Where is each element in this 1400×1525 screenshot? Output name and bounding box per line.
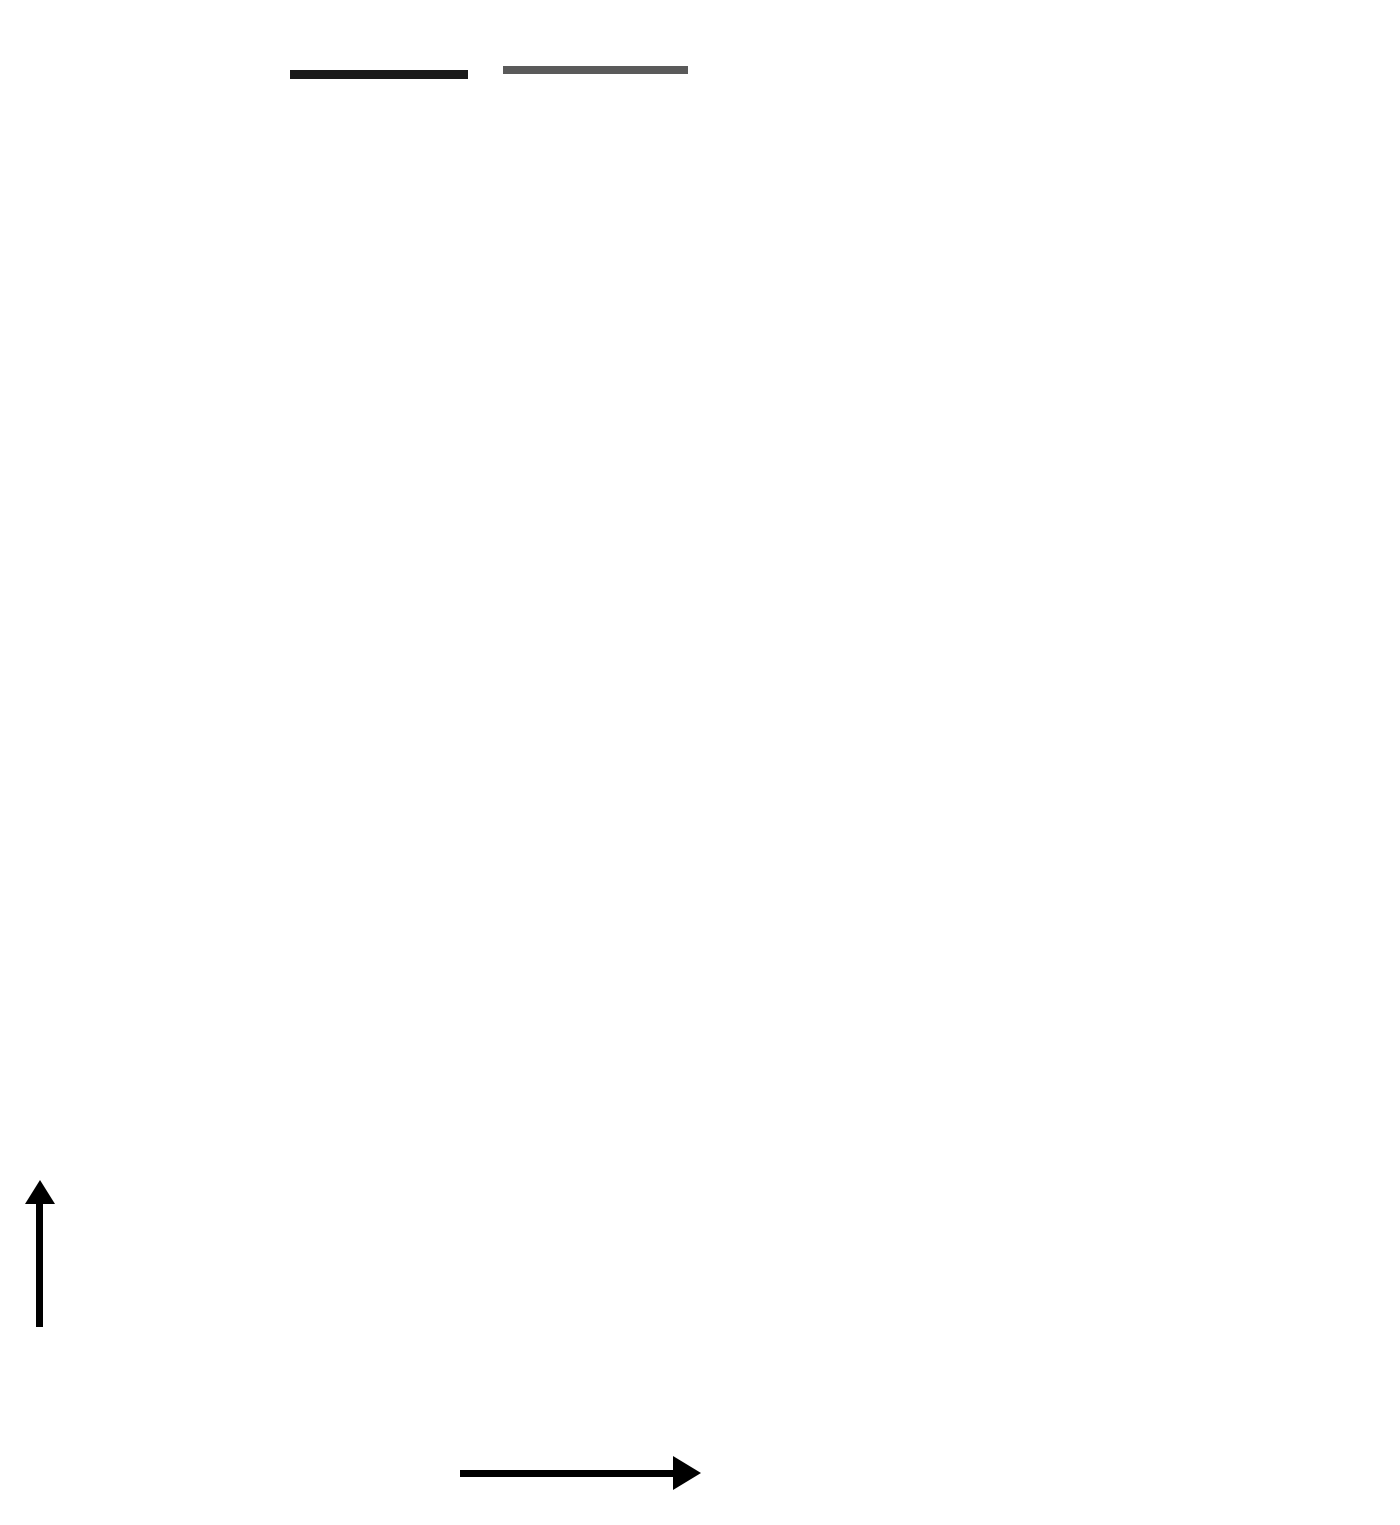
cell-cycle-chart — [855, 590, 1400, 1060]
dmso-underline — [290, 70, 468, 79]
cuet-underline — [503, 66, 688, 74]
flow-plot-cuet — [322, 1186, 572, 1436]
x-axis-arrow-head-icon — [673, 1456, 701, 1490]
protein-expression-chart — [880, 40, 1400, 560]
y-axis-arrow-head-icon — [25, 1180, 55, 1204]
flow-plot-dmso — [72, 1186, 322, 1436]
x-axis-arrow-shaft — [460, 1470, 675, 1477]
y-axis-arrow-shaft — [36, 1202, 43, 1327]
apoptosis-chart — [828, 1056, 1400, 1525]
flow-y-axis-label — [14, 1288, 66, 1448]
mrna-level-chart — [95, 590, 705, 1060]
western-blot-row-labels — [0, 0, 260, 560]
flow-plot-cuet-zvad — [567, 1186, 817, 1436]
